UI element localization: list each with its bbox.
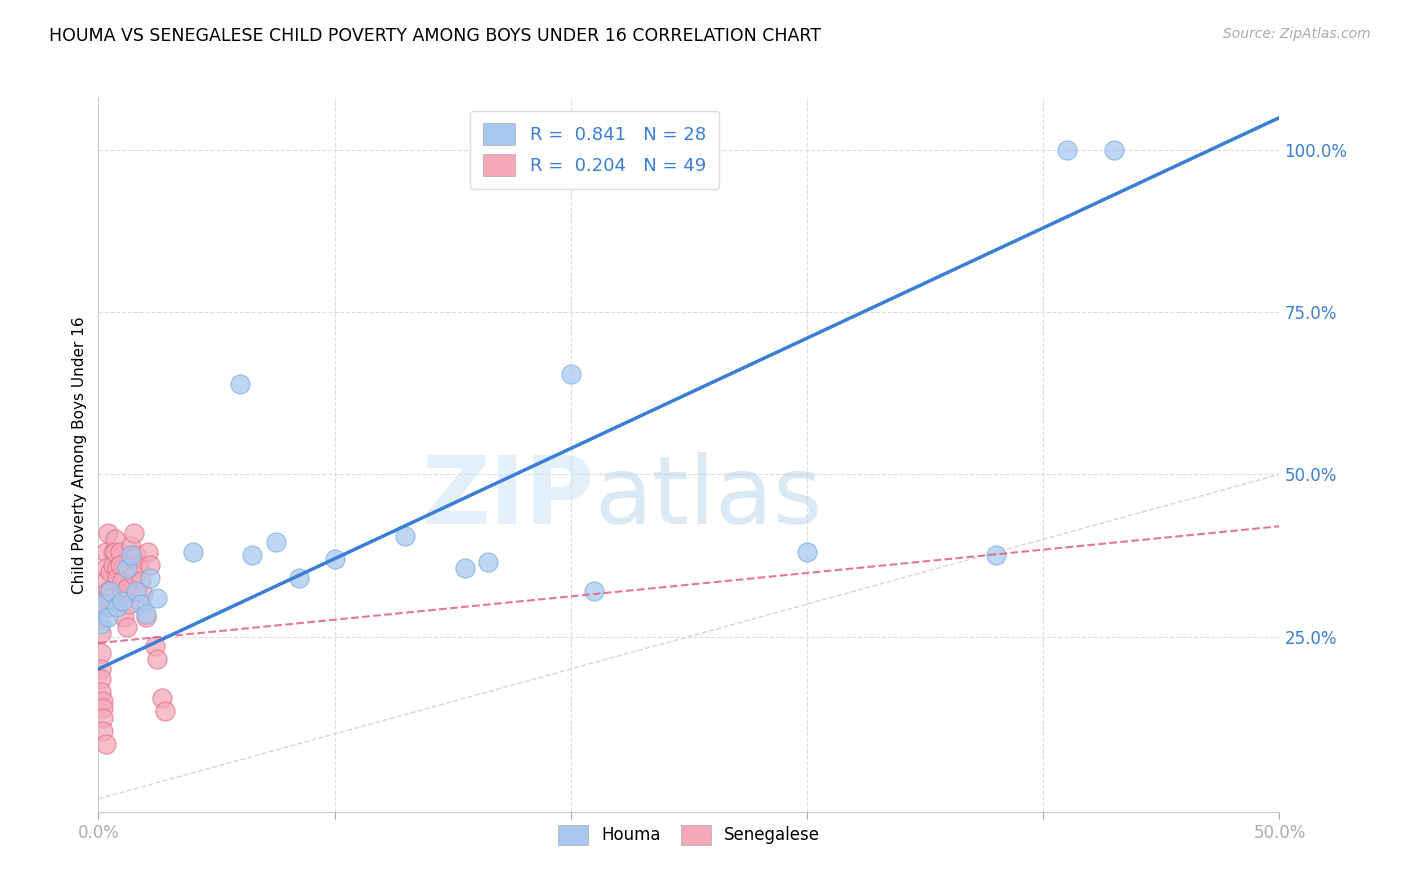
Point: [111, 587, 134, 601]
Point: [153, 704, 176, 718]
Point: [91, 701, 114, 715]
Point: [132, 587, 155, 601]
Point: [125, 549, 148, 563]
Point: [87, 594, 110, 608]
Point: [477, 555, 499, 569]
Point: [136, 545, 159, 559]
Point: [90, 616, 112, 631]
Legend: Houma, Senegalese: Houma, Senegalese: [550, 816, 828, 854]
Point: [984, 549, 1007, 563]
Point: [264, 535, 287, 549]
Point: [105, 600, 128, 615]
Point: [90, 684, 112, 698]
Point: [97, 610, 120, 624]
Point: [129, 597, 152, 611]
Point: [115, 620, 138, 634]
Point: [91, 711, 114, 725]
Point: [122, 551, 145, 566]
Point: [90, 662, 112, 676]
Text: Source: ZipAtlas.com: Source: ZipAtlas.com: [1223, 27, 1371, 41]
Point: [94, 561, 117, 575]
Point: [135, 607, 157, 621]
Point: [94, 737, 117, 751]
Point: [150, 691, 173, 706]
Point: [101, 558, 124, 573]
Point: [90, 646, 112, 660]
Point: [98, 584, 121, 599]
Point: [98, 600, 121, 615]
Point: [453, 561, 475, 575]
Point: [121, 539, 143, 553]
Point: [115, 581, 138, 595]
Text: atlas: atlas: [595, 451, 823, 544]
Point: [112, 610, 135, 624]
Point: [111, 594, 134, 608]
Point: [122, 568, 145, 582]
Point: [135, 610, 157, 624]
Point: [560, 367, 582, 381]
Point: [108, 545, 131, 559]
Y-axis label: Child Poverty Among Boys Under 16: Child Poverty Among Boys Under 16: [72, 316, 87, 594]
Point: [91, 597, 114, 611]
Point: [97, 525, 120, 540]
Point: [288, 571, 311, 585]
Point: [87, 613, 110, 627]
Point: [146, 652, 169, 666]
Point: [104, 545, 127, 559]
Point: [94, 545, 117, 559]
Point: [1056, 143, 1078, 157]
Point: [240, 549, 263, 563]
Point: [105, 561, 128, 575]
Point: [104, 533, 127, 547]
Point: [108, 558, 131, 573]
Point: [91, 723, 114, 738]
Point: [97, 584, 120, 599]
Point: [111, 574, 134, 589]
Point: [394, 529, 416, 543]
Point: [122, 525, 145, 540]
Point: [129, 574, 152, 589]
Point: [94, 574, 117, 589]
Text: HOUMA VS SENEGALESE CHILD POVERTY AMONG BOYS UNDER 16 CORRELATION CHART: HOUMA VS SENEGALESE CHILD POVERTY AMONG …: [49, 27, 821, 45]
Point: [229, 376, 252, 391]
Point: [105, 571, 128, 585]
Point: [98, 591, 121, 605]
Text: ZIP: ZIP: [422, 451, 595, 544]
Point: [90, 626, 112, 640]
Point: [115, 561, 138, 575]
Point: [125, 584, 148, 599]
Point: [101, 545, 124, 559]
Point: [128, 558, 150, 573]
Point: [98, 565, 121, 579]
Point: [1102, 143, 1125, 157]
Point: [90, 672, 112, 686]
Point: [143, 640, 166, 654]
Point: [139, 558, 162, 573]
Point: [121, 549, 143, 563]
Point: [146, 591, 169, 605]
Point: [323, 551, 346, 566]
Point: [91, 694, 114, 708]
Point: [796, 545, 818, 559]
Point: [139, 571, 162, 585]
Point: [583, 584, 606, 599]
Point: [181, 545, 204, 559]
Point: [118, 597, 141, 611]
